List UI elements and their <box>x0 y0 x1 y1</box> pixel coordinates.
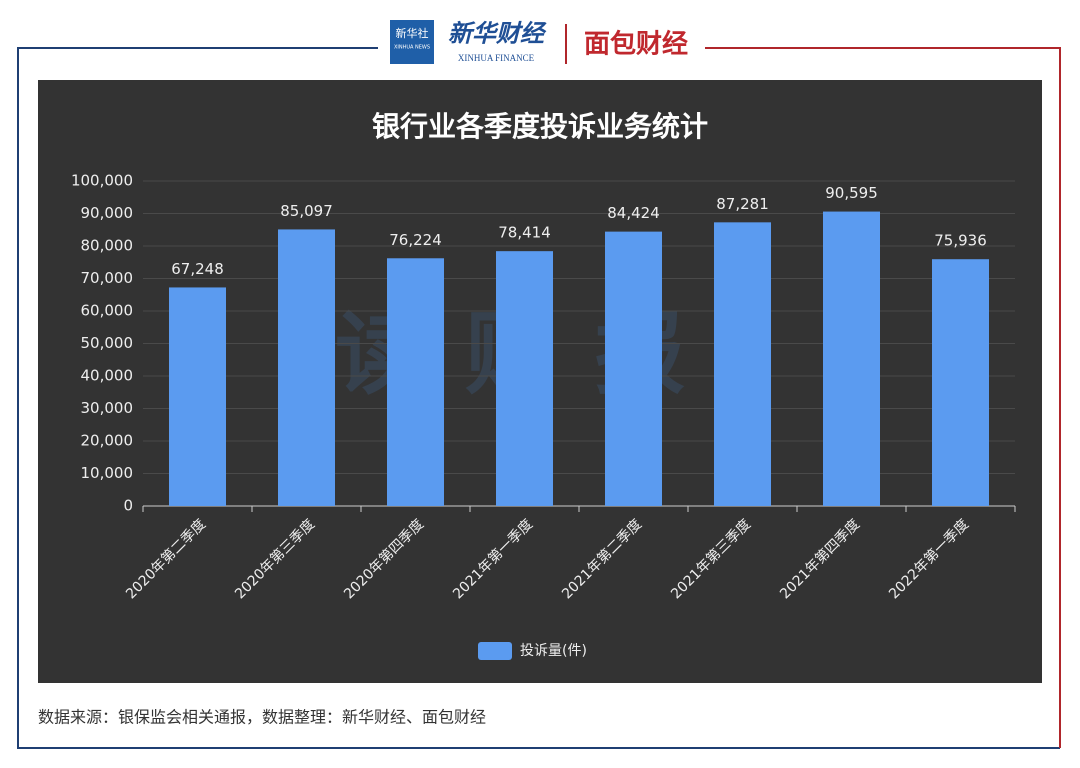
bar <box>932 259 989 506</box>
frame-left <box>17 47 1060 749</box>
y-tick-label: 0 <box>123 497 133 515</box>
agency-logo: 新华社 <box>396 26 429 40</box>
bar <box>714 222 771 507</box>
y-tick-label: 80,000 <box>81 237 134 255</box>
finance-logo: 新华财经 <box>448 21 547 48</box>
frame-right <box>705 47 1061 748</box>
value-label: 84,424 <box>607 204 660 222</box>
legend-label: 投诉量(件) <box>520 643 587 659</box>
finance-logo-en: XINHUA FINANCE <box>458 53 535 63</box>
partner-logo: 面包财经 <box>584 29 688 60</box>
bar <box>387 258 444 506</box>
y-tick-label: 90,000 <box>81 204 134 222</box>
y-tick-label: 40,000 <box>81 367 134 385</box>
value-label: 85,097 <box>280 202 333 220</box>
value-label: 75,936 <box>934 232 987 250</box>
value-label: 78,414 <box>498 224 551 242</box>
source-note: 数据来源：银保监会相关通报，数据整理：新华财经、面包财经 <box>38 708 486 727</box>
y-tick-label: 20,000 <box>81 432 134 450</box>
value-label: 67,248 <box>171 260 224 278</box>
value-label: 87,281 <box>716 195 769 213</box>
bar <box>496 251 553 506</box>
legend-swatch <box>478 642 512 660</box>
bar <box>605 231 662 506</box>
y-tick-label: 10,000 <box>81 464 134 482</box>
agency-logo-bg <box>390 20 434 64</box>
bar <box>823 211 880 506</box>
y-tick-label: 50,000 <box>81 334 134 352</box>
agency-logo-en: XINHUA NEWS <box>394 45 430 51</box>
bar <box>278 229 335 506</box>
y-tick-label: 100,000 <box>71 172 133 190</box>
y-tick-label: 60,000 <box>81 302 134 320</box>
value-label: 76,224 <box>389 231 442 249</box>
y-tick-label: 70,000 <box>81 269 134 287</box>
bar <box>169 287 226 506</box>
y-tick-label: 30,000 <box>81 399 134 417</box>
chart-title: 银行业各季度投诉业务统计 <box>372 110 708 143</box>
value-label: 90,595 <box>825 184 878 202</box>
